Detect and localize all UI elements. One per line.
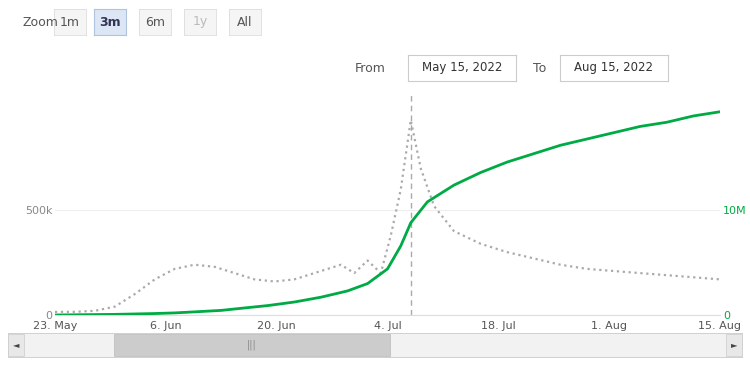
Text: 1m: 1m [60,16,80,28]
Text: ◄: ◄ [13,340,20,350]
Text: 1y: 1y [192,16,208,28]
Text: ►: ► [730,340,737,350]
Text: Zoom: Zoom [22,16,58,28]
Text: 3m: 3m [99,16,121,28]
Text: To: To [533,61,547,74]
Text: 6m: 6m [145,16,165,28]
FancyBboxPatch shape [726,334,742,356]
Text: |||: ||| [248,340,257,350]
Text: Aug 15, 2022: Aug 15, 2022 [574,61,653,74]
Text: May 15, 2022: May 15, 2022 [422,61,503,74]
Text: All: All [237,16,253,28]
Text: From: From [355,61,386,74]
FancyBboxPatch shape [8,334,24,356]
FancyBboxPatch shape [115,334,390,356]
